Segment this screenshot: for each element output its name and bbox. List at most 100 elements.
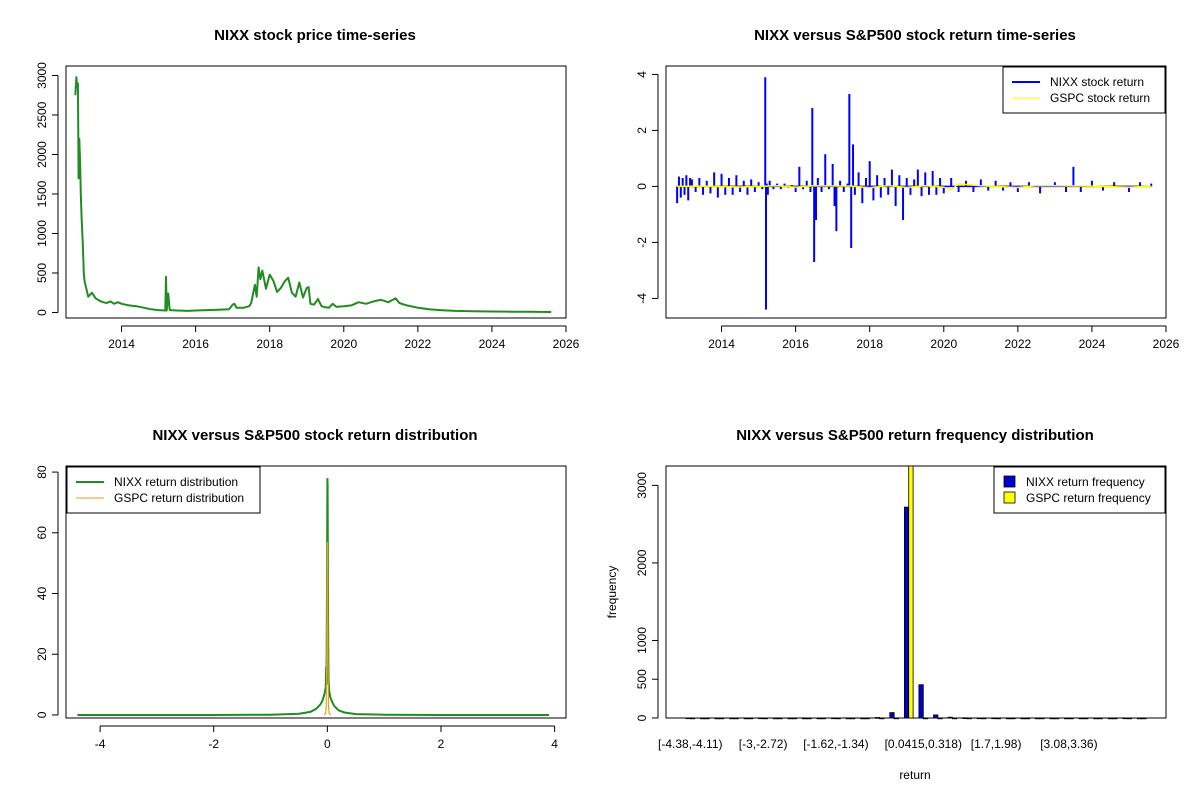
gspc-frequency-bar xyxy=(748,717,754,720)
gspc-frequency-bar xyxy=(893,717,900,720)
price-chart-y-axis: 0 500 1000 1500 2000 2500 3000 xyxy=(35,62,59,316)
nixx-frequency-bar xyxy=(1078,717,1084,720)
y-tick-label: -2 xyxy=(635,237,649,248)
x-tick-label: [1.7,1.98) xyxy=(971,737,1022,751)
nixx-frequency-bar xyxy=(1122,717,1128,720)
y-tick-label: 2000 xyxy=(35,141,49,168)
return-distribution-plot-frame xyxy=(65,465,567,719)
x-tick-label: [3.08,3.36) xyxy=(1040,737,1097,751)
nixx-density-line xyxy=(77,478,549,716)
gspc-frequency-bar xyxy=(1039,717,1045,720)
y-tick-label: 0 xyxy=(35,309,49,316)
frequency-distribution-title: NIXX versus S&P500 return frequency dist… xyxy=(736,427,1094,444)
return-timeseries-chart: NIXX versus S&P500 stock return time-ser… xyxy=(635,27,1180,351)
nixx-frequency-bar xyxy=(714,717,720,720)
nixx-frequency-bar xyxy=(918,684,924,719)
x-tick-label: 2016 xyxy=(182,337,209,351)
return-distribution-plot-area xyxy=(77,478,549,716)
y-tick-label: 500 xyxy=(635,669,649,689)
y-tick-label: 1500 xyxy=(35,180,49,207)
return-timeseries-plot-area xyxy=(676,77,1153,310)
gspc-frequency-bar xyxy=(879,717,885,720)
y-tick-label: 0 xyxy=(635,183,649,190)
gspc-frequency-bar xyxy=(1010,717,1016,720)
frequency-distribution-plot-frame xyxy=(665,465,1167,719)
nixx-frequency-bar xyxy=(1020,717,1026,720)
nixx-frequency-bar xyxy=(1049,717,1055,720)
price-series-line xyxy=(74,76,552,313)
x-tick-label: [-4.38,-4.11) xyxy=(658,737,722,751)
y-tick-label: 0 xyxy=(635,714,649,721)
gspc-frequency-bar xyxy=(922,717,929,720)
x-tick-label: -2 xyxy=(208,737,219,751)
gspc-frequency-bar xyxy=(995,717,1001,720)
x-tick-label: -4 xyxy=(95,737,106,751)
x-tick-label: 0 xyxy=(324,737,331,751)
nixx-frequency-bar xyxy=(1093,717,1099,720)
x-tick-label: 4 xyxy=(551,737,558,751)
price-chart: NIXX stock price time-series 0 500 1000 150… xyxy=(35,27,580,351)
return-distribution-chart: NIXX versus S&P500 stock return distribu… xyxy=(35,427,567,751)
gspc-frequency-bar xyxy=(1126,717,1132,720)
nixx-frequency-bar xyxy=(976,717,983,720)
y-tick-label: 0 xyxy=(35,711,49,718)
nixx-frequency-bar xyxy=(1107,717,1113,720)
frequency-distribution-plot-area xyxy=(685,465,1147,720)
nixx-frequency-bar xyxy=(1064,717,1070,720)
y-tick-label: -4 xyxy=(635,293,649,304)
legend-label-nixx-frequency: NIXX return frequency xyxy=(1026,475,1145,489)
x-tick-label: [0.0415,0.318) xyxy=(885,737,962,751)
return-distribution-title: NIXX versus S&P500 stock return distribu… xyxy=(152,427,477,444)
return-timeseries-plot-frame xyxy=(665,65,1167,319)
price-chart-x-axis: 2014 2016 2018 2020 2022 2024 2026 xyxy=(108,325,580,351)
x-tick-label: [-1.62,-1.34) xyxy=(803,737,868,751)
gspc-frequency-bar xyxy=(864,717,870,720)
gspc-frequency-bar xyxy=(1024,717,1030,720)
x-tick-label: 2018 xyxy=(256,337,283,351)
nixx-frequency-bar xyxy=(874,717,881,719)
return-timeseries-x-axis: 2014 2016 2018 2020 2022 2024 2026 xyxy=(708,325,1180,351)
gspc-frequency-bar xyxy=(820,717,827,720)
legend-label-gspc-distribution: GSPC return distribution xyxy=(114,491,244,505)
gspc-frequency-bar xyxy=(1083,717,1089,720)
gspc-frequency-bar xyxy=(719,717,725,720)
legend-label-gspc-frequency: GSPC return frequency xyxy=(1026,491,1151,505)
nixx-frequency-bar xyxy=(991,717,997,720)
return-timeseries-legend-box xyxy=(1002,66,1166,114)
nixx-frequency-bar xyxy=(729,717,735,720)
return-timeseries-legend: NIXX stock return GSPC stock return xyxy=(1002,66,1166,114)
nixx-frequency-bar xyxy=(831,717,837,720)
nixx-frequency-bar xyxy=(685,717,691,720)
gspc-frequency-bar xyxy=(791,717,798,720)
gspc-frequency-bar xyxy=(806,717,812,720)
return-distribution-y-axis: 0 20 40 60 80 xyxy=(35,465,59,718)
frequency-distribution-y-axis: 0 500 1000 2000 3000 xyxy=(635,472,659,721)
y-tick-label: 1000 xyxy=(635,627,649,654)
gspc-frequency-bar xyxy=(1097,717,1103,720)
nixx-frequency-bar xyxy=(904,506,910,719)
nixx-frequency-bar xyxy=(962,717,968,719)
nixx-frequency-bar xyxy=(787,717,793,720)
gspc-frequency-bar xyxy=(952,717,958,720)
x-tick-label: 2020 xyxy=(930,337,957,351)
nixx-frequency-bar xyxy=(802,717,808,720)
nixx-frequency-bar xyxy=(743,717,750,720)
nixx-frequency-bar xyxy=(758,717,764,720)
nixx-frequency-bar xyxy=(889,712,895,719)
frequency-distribution-legend: NIXX return frequency GSPC return freque… xyxy=(993,466,1166,514)
gspc-frequency-bar xyxy=(762,717,768,720)
gspc-frequency-bar xyxy=(908,465,914,719)
price-chart-plot-frame xyxy=(65,65,567,319)
frequency-distribution-x-label: return xyxy=(899,768,930,782)
gspc-frequency-bar xyxy=(966,717,972,720)
y-tick-label: 2 xyxy=(635,127,649,134)
gspc-frequency-bar xyxy=(777,717,783,720)
gspc-frequency-bar xyxy=(850,717,856,720)
nixx-frequency-bar xyxy=(845,717,851,720)
gspc-density-line xyxy=(323,541,332,716)
x-tick-label: 2016 xyxy=(782,337,809,351)
y-tick-label: 500 xyxy=(35,263,49,283)
price-chart-plot-area xyxy=(74,76,552,313)
legend-label-gspc-return: GSPC stock return xyxy=(1050,91,1150,105)
